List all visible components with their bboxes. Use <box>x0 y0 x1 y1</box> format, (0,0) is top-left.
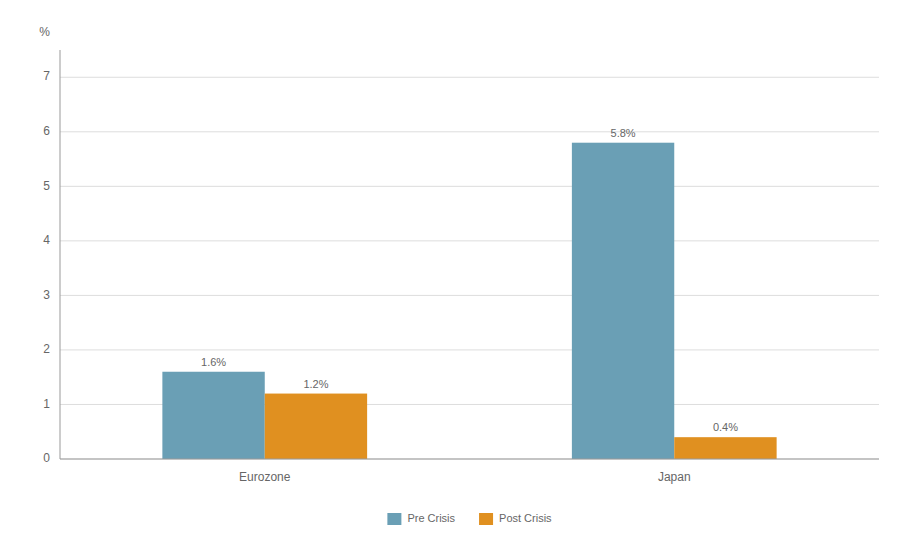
data-label: 1.6% <box>201 356 226 368</box>
page: {"chart_data": {"type": "bar", "y_label"… <box>0 0 903 549</box>
chart-container: 0 1 2 3 4 5 6 7% 1.6% 5.8% 1.2% 0.4% Eurozone Japan Pr… <box>0 0 903 549</box>
y-tick-label: 7 <box>43 69 50 83</box>
x-tick-label: Eurozone <box>239 470 291 484</box>
data-label: 0.4% <box>713 421 738 433</box>
legend-label: Post Crisis <box>499 512 552 524</box>
legend-swatch <box>387 513 401 525</box>
bar <box>674 437 776 459</box>
data-label: 5.8% <box>611 127 636 139</box>
chart-svg: 0 1 2 3 4 5 6 7% 1.6% 5.8% 1.2% 0.4% Eurozone Japan Pr… <box>0 0 903 549</box>
y-tick-label: 2 <box>43 342 50 356</box>
legend-label: Pre Crisis <box>407 512 455 524</box>
y-tick-label: 6 <box>43 124 50 138</box>
grid-line <box>60 131 879 132</box>
y-tick-label: 3 <box>43 288 50 302</box>
grid-line <box>60 349 879 350</box>
y-tick-label: 1 <box>43 397 50 411</box>
y-tick-label: 4 <box>43 233 50 247</box>
y-axis-line <box>60 50 61 459</box>
y-tick-label: 5 <box>43 179 50 193</box>
y-axis-ticks: 0 1 2 3 4 5 6 7 <box>43 69 50 465</box>
grid-line <box>60 459 879 460</box>
legend-item: Pre Crisis <box>387 512 455 525</box>
data-label: 1.2% <box>303 378 328 390</box>
grid-line <box>60 295 879 296</box>
bar <box>265 394 367 459</box>
y-axis-label: % <box>39 25 50 39</box>
bars <box>162 143 776 459</box>
x-tick-label: Japan <box>658 470 691 484</box>
legend-swatch <box>479 513 493 525</box>
legend-item: Post Crisis <box>479 512 552 525</box>
grid-line <box>60 77 879 78</box>
data-labels: 1.6% 5.8% 1.2% 0.4% <box>201 127 738 433</box>
bar <box>572 143 674 459</box>
grid-line <box>60 240 879 241</box>
legend: Pre Crisis Post Crisis <box>387 512 552 525</box>
x-axis-line <box>60 458 879 459</box>
x-axis-ticks: Eurozone Japan <box>239 470 691 484</box>
grid-line <box>60 186 879 187</box>
y-tick-label: 0 <box>43 451 50 465</box>
grid <box>60 77 879 459</box>
bar <box>162 372 264 459</box>
